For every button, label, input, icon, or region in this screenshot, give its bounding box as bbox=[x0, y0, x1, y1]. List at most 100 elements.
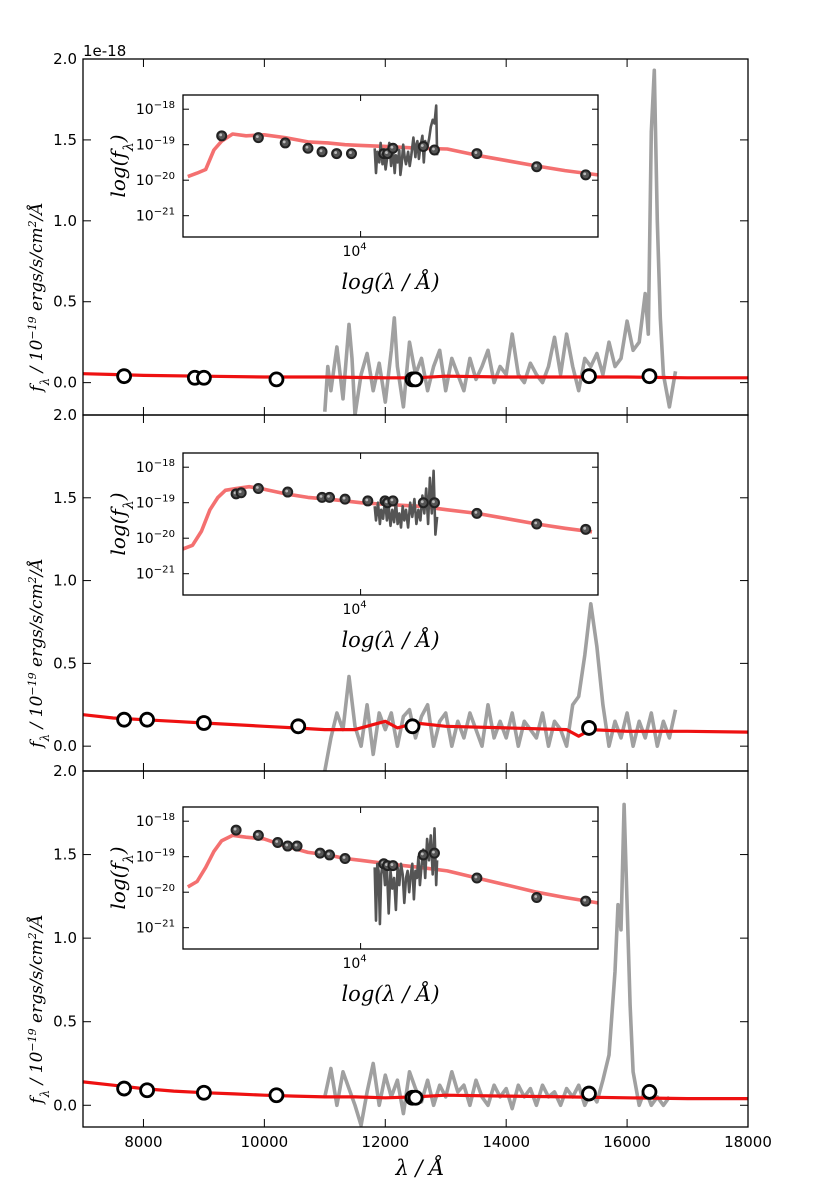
panel-bottom: 0.0 0.5 1.0 1.5 2.0 8000 10000 12000 14000 16000 1… bbox=[26, 762, 772, 1151]
inset-photometry-highlight bbox=[474, 151, 478, 154]
inset-photometry-point bbox=[331, 148, 343, 160]
inset-photometry-highlight bbox=[390, 145, 394, 149]
inset-y-tick-label: 10−20 bbox=[136, 529, 175, 547]
x-axis-label: λ / Å bbox=[395, 1155, 445, 1180]
inset-photometry-point bbox=[316, 146, 328, 158]
x-tick-label: 16000 bbox=[603, 1133, 651, 1151]
photometry-point bbox=[116, 1080, 133, 1097]
photometry-point bbox=[581, 368, 597, 385]
inset-y-tick-label: 10−18 bbox=[136, 812, 175, 830]
inset-x-tick-label: 104 bbox=[342, 954, 366, 972]
y-tick-label: 0.0 bbox=[53, 1096, 77, 1114]
photometry-point bbox=[581, 720, 597, 736]
inset-photometry-point bbox=[580, 523, 592, 535]
y-tick-label: 2.0 bbox=[53, 762, 77, 780]
photometry-point bbox=[139, 1082, 155, 1099]
inset-photometry-point bbox=[362, 495, 374, 507]
inset-photometry-highlight bbox=[282, 140, 286, 144]
inset-photometry-highlight bbox=[390, 498, 394, 502]
inset-photometry-highlight bbox=[420, 500, 424, 504]
inset-photometry-highlight bbox=[583, 526, 587, 530]
inset-x-axis-label: log(λ / Å) bbox=[341, 627, 439, 652]
inset-photometry-point bbox=[531, 161, 543, 173]
spectrum-line bbox=[323, 68, 678, 415]
inset-photometry-point bbox=[428, 847, 440, 859]
inset-photometry-point bbox=[252, 829, 264, 841]
y-tick-label: 1.0 bbox=[53, 212, 77, 230]
inset-y-tick-label: 10−20 bbox=[136, 883, 175, 901]
inset-photometry-highlight bbox=[334, 151, 338, 154]
y-tick-label: 1.5 bbox=[53, 131, 77, 149]
inset-y-tick-label: 10−20 bbox=[136, 171, 175, 189]
photometry-point bbox=[404, 718, 421, 735]
inset-photometry-point bbox=[235, 487, 247, 499]
inset-photometry-point bbox=[387, 142, 399, 154]
inset-photometry-point bbox=[230, 824, 242, 836]
x-tick-label: 12000 bbox=[361, 1133, 409, 1151]
inset-photometry-highlight bbox=[385, 151, 388, 154]
y-tick-label: 0.0 bbox=[53, 374, 77, 392]
inset-photometry-highlight bbox=[349, 151, 352, 154]
inset-photometry-highlight bbox=[327, 494, 330, 498]
inset-photometry-point bbox=[471, 507, 483, 519]
x-tick-label: 18000 bbox=[724, 1133, 772, 1151]
inset-photometry-highlight bbox=[255, 486, 259, 489]
y-axis-label: fλ / 10−19 ergs/s/cm2/Å bbox=[26, 558, 53, 749]
photometry-point bbox=[641, 368, 658, 385]
inset-photometry-point bbox=[252, 483, 264, 494]
inset-photometry-highlight bbox=[432, 850, 435, 854]
inset-photometry-highlight bbox=[534, 895, 538, 898]
y-tick-label: 0.5 bbox=[53, 1013, 77, 1031]
inset-photometry-point bbox=[324, 849, 336, 861]
plot-area bbox=[83, 602, 748, 771]
inset-photometry-highlight bbox=[385, 863, 388, 866]
photometry-point bbox=[581, 1085, 597, 1102]
inset-photometry-point bbox=[282, 840, 294, 852]
inset-photometry-highlight bbox=[342, 856, 346, 859]
inset-photometry-point bbox=[302, 142, 314, 154]
inset-photometry-point bbox=[531, 518, 543, 530]
photometry-point bbox=[196, 715, 212, 731]
photometry-point bbox=[139, 711, 155, 728]
spectrum-line bbox=[323, 602, 678, 771]
x-tick-label: 10000 bbox=[241, 1133, 289, 1151]
inset-photometry-point bbox=[339, 493, 351, 505]
inset-photometry-highlight bbox=[305, 145, 309, 149]
inset-photometry-highlight bbox=[238, 490, 242, 494]
inset-y-tick-label: 10−18 bbox=[136, 458, 175, 476]
inset-photometry-point bbox=[387, 860, 399, 872]
y-tick-label: 2.0 bbox=[53, 50, 77, 68]
x-tick-label: 8000 bbox=[124, 1133, 162, 1151]
inset-y-tick-label: 10−19 bbox=[136, 493, 175, 511]
inset-y-tick-label: 10−18 bbox=[136, 100, 175, 118]
inset-photometry-highlight bbox=[285, 489, 289, 493]
inset-x-tick-label: 104 bbox=[342, 600, 366, 618]
inset-photometry-highlight bbox=[474, 875, 478, 879]
inset-y-tick-label: 10−21 bbox=[136, 564, 175, 582]
inset-photometry-point bbox=[471, 148, 483, 160]
inset-photometry-point bbox=[291, 840, 303, 852]
y-tick-label: 1.0 bbox=[53, 572, 77, 590]
inset-photometry-highlight bbox=[233, 827, 237, 831]
photometry-point bbox=[407, 371, 424, 388]
y-tick-label: 2.0 bbox=[53, 406, 77, 424]
y-tick-label: 1.0 bbox=[53, 929, 77, 947]
inset-x-tick-label: 104 bbox=[342, 242, 366, 260]
inset-y-tick-label: 10−21 bbox=[136, 918, 175, 936]
panel-top: 0.0 0.5 1.0 1.5 2.0 fλ / 10−19 ergs/s/cm2/Å 10… bbox=[26, 50, 749, 416]
inset-photometry-point bbox=[387, 495, 399, 507]
inset-photometry-point bbox=[428, 497, 440, 509]
inset-photometry-highlight bbox=[219, 133, 223, 137]
inset-photometry-highlight bbox=[534, 164, 538, 168]
photometry-point bbox=[116, 711, 133, 728]
inset-photometry-highlight bbox=[420, 144, 424, 147]
inset-frame bbox=[182, 806, 599, 950]
photometry-point bbox=[268, 371, 285, 388]
inset-photometry-point bbox=[417, 497, 429, 509]
inset-plot-area bbox=[183, 469, 593, 551]
photometry-point bbox=[196, 369, 212, 386]
inset-y-axis-label: log(fλ) bbox=[106, 134, 137, 197]
inset-y-axis-label: log(fλ) bbox=[106, 492, 137, 555]
inset-photometry-point bbox=[580, 895, 592, 907]
inset-photometry-highlight bbox=[327, 852, 330, 856]
